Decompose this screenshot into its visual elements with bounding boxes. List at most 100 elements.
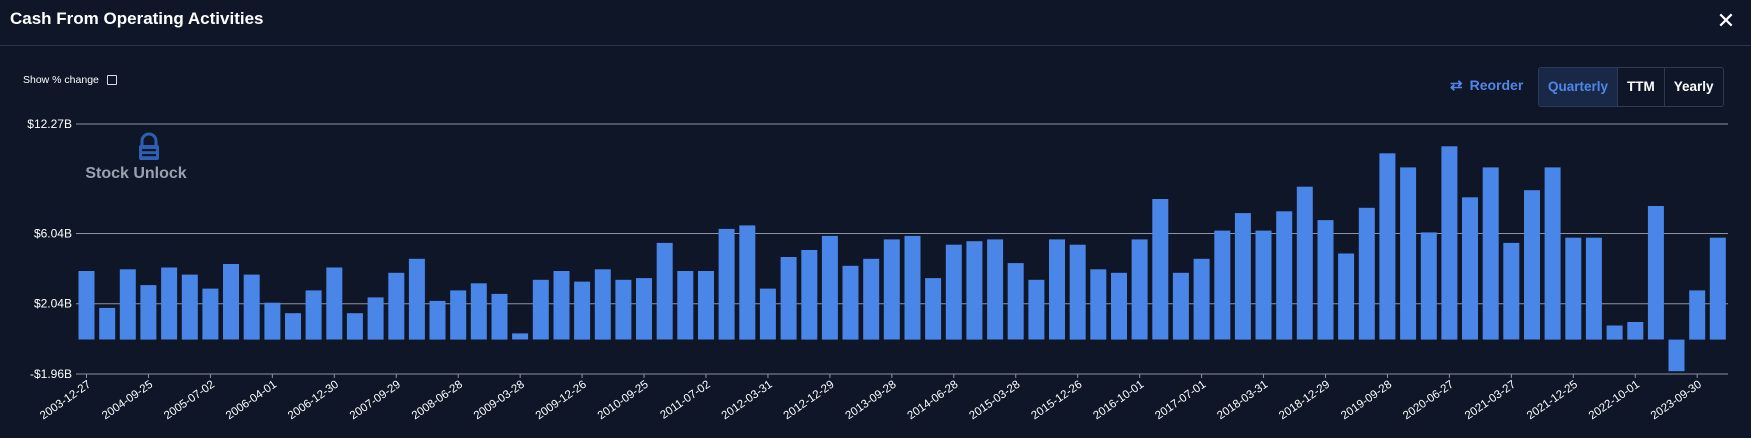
reorder-label: Reorder [1469, 77, 1524, 93]
bar[interactable] [821, 235, 838, 340]
bar[interactable] [1255, 230, 1272, 340]
show-pct-change-toggle[interactable]: Show % change [23, 74, 117, 86]
x-tick-label: 2020-06-27 [1401, 379, 1456, 423]
bar[interactable] [450, 290, 467, 340]
bar[interactable] [1503, 242, 1520, 340]
bar[interactable] [1276, 211, 1293, 340]
bar[interactable] [1049, 239, 1065, 340]
bar[interactable] [945, 244, 962, 340]
bar[interactable] [1606, 325, 1623, 340]
bar[interactable] [305, 290, 322, 340]
bar[interactable] [532, 279, 549, 340]
bar[interactable] [1111, 272, 1127, 340]
bar[interactable] [698, 271, 714, 340]
bar[interactable] [1358, 207, 1375, 340]
bar[interactable] [326, 267, 343, 340]
x-tick-label: 2013-09-28 [843, 379, 898, 423]
bar[interactable] [636, 278, 652, 340]
x-tick-label: 2015-03-28 [967, 379, 1022, 423]
period-quarterly-button[interactable]: Quarterly [1539, 68, 1618, 106]
bar[interactable] [243, 274, 260, 340]
bar[interactable] [553, 271, 570, 340]
bar[interactable] [656, 242, 673, 340]
bar[interactable] [1585, 237, 1602, 340]
bar[interactable] [429, 300, 446, 340]
bar[interactable] [842, 265, 859, 340]
bar[interactable] [801, 250, 818, 340]
bar[interactable] [1152, 199, 1169, 340]
bar[interactable] [966, 241, 983, 340]
bar[interactable] [202, 288, 219, 340]
bar[interactable] [1007, 263, 1024, 340]
bar[interactable] [119, 269, 136, 340]
bar[interactable] [1214, 230, 1231, 340]
bar[interactable] [574, 281, 591, 340]
y-tick-label: -$1.96B [30, 367, 72, 381]
x-tick-label: 2019-09-28 [1339, 379, 1394, 423]
bar[interactable] [470, 283, 487, 340]
bar[interactable] [99, 307, 116, 340]
show-pct-change-checkbox[interactable] [106, 75, 117, 85]
bar[interactable] [1441, 146, 1458, 340]
bar[interactable] [1090, 269, 1107, 340]
bar[interactable] [780, 257, 797, 340]
bar[interactable] [987, 239, 1004, 340]
bar[interactable] [264, 302, 281, 340]
bar[interactable] [1131, 239, 1148, 340]
bar[interactable] [594, 269, 611, 340]
x-tick-label: 2021-12-25 [1525, 379, 1580, 423]
watermark-logo: Stock Unlock [85, 132, 209, 183]
bar[interactable] [1338, 253, 1355, 340]
bar[interactable] [78, 271, 95, 340]
x-tick-label: 2009-12-26 [534, 379, 589, 423]
reorder-button[interactable]: ⇄ Reorder [1450, 76, 1523, 94]
bar[interactable] [1317, 220, 1334, 340]
close-icon[interactable]: ✕ [1716, 8, 1736, 33]
bar[interactable] [1069, 244, 1086, 340]
bar[interactable] [1462, 197, 1478, 340]
bar[interactable] [1172, 272, 1189, 340]
bar[interactable] [1627, 322, 1644, 340]
bar[interactable] [718, 228, 735, 340]
bar[interactable] [1379, 153, 1396, 340]
bar[interactable] [677, 271, 694, 340]
bar[interactable] [739, 225, 756, 340]
period-ttm-button[interactable]: TTM [1617, 68, 1664, 106]
bar[interactable] [1709, 237, 1726, 340]
bar[interactable] [1420, 232, 1437, 340]
bar[interactable] [285, 313, 301, 340]
bar[interactable] [491, 293, 508, 340]
bar[interactable] [615, 279, 632, 340]
bar[interactable] [1028, 279, 1045, 340]
bar[interactable] [1400, 167, 1417, 340]
bar[interactable] [1668, 339, 1685, 372]
bar[interactable] [512, 333, 529, 340]
period-yearly-button[interactable]: Yearly [1663, 68, 1723, 106]
bar[interactable] [1524, 190, 1540, 340]
bar[interactable] [388, 272, 405, 340]
bar[interactable] [140, 285, 157, 340]
bar[interactable] [1296, 186, 1313, 340]
bar[interactable] [1689, 290, 1706, 340]
bar[interactable] [408, 258, 425, 340]
bar[interactable] [1193, 258, 1210, 340]
bar[interactable] [904, 235, 921, 340]
bar[interactable] [346, 313, 363, 340]
bar[interactable] [883, 239, 900, 340]
bar[interactable] [863, 258, 880, 340]
bar[interactable] [181, 274, 198, 340]
bar[interactable] [925, 278, 942, 340]
bar[interactable] [1647, 206, 1664, 340]
bar[interactable] [1482, 167, 1499, 340]
bar[interactable] [1565, 237, 1582, 340]
bar[interactable] [759, 288, 776, 340]
bar[interactable] [1234, 213, 1251, 340]
x-tick-label: 2018-12-29 [1277, 379, 1332, 423]
bar[interactable] [161, 267, 178, 340]
bar[interactable] [223, 264, 239, 340]
bar[interactable] [1544, 167, 1561, 340]
dialog-title: Cash From Operating Activities [10, 9, 264, 28]
x-tick-label: 2005-07-02 [162, 379, 217, 423]
x-tick-label: 2014-06-28 [905, 379, 960, 423]
bar[interactable] [367, 297, 384, 340]
